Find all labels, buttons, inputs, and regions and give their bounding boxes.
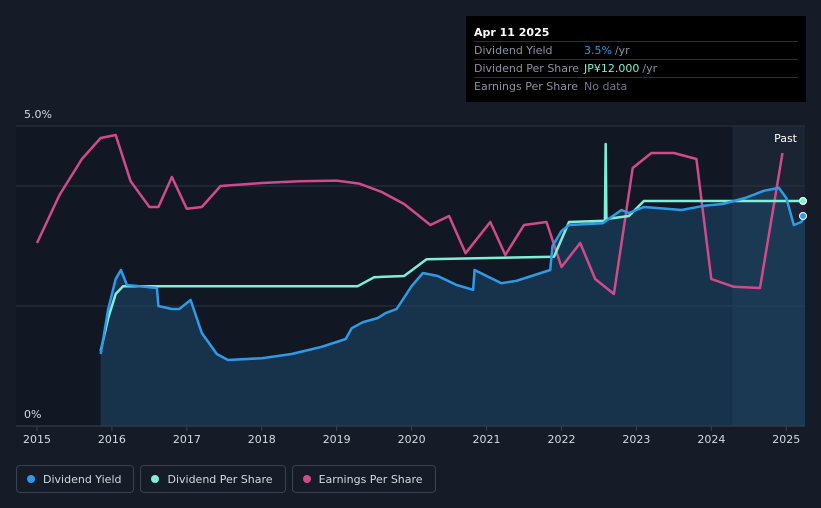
legend-dot — [27, 475, 35, 483]
tooltip-unit: /yr — [642, 62, 658, 75]
x-tick-label: 2025 — [772, 433, 800, 446]
x-tick-label: 2015 — [23, 433, 51, 446]
x-tick-label: 2016 — [98, 433, 126, 446]
legend-item-earnings-per-share[interactable]: Earnings Per Share — [291, 465, 436, 493]
legend-dot — [302, 475, 311, 483]
legend-label: Dividend Yield — [43, 472, 122, 486]
dividend-per-share-end-point — [799, 197, 807, 205]
legend-label: Earnings Per Share — [318, 472, 423, 486]
past-label: Past — [774, 132, 798, 145]
tooltip: Apr 11 2025 Dividend Yield 3.5% /yr Divi… — [466, 16, 806, 102]
x-tick-label: 2021 — [473, 433, 501, 446]
x-tick-label: 2019 — [323, 433, 351, 446]
x-tick-label: 2022 — [547, 433, 575, 446]
tooltip-unit: /yr — [614, 44, 630, 57]
dividend-yield-end-point — [799, 212, 807, 220]
tooltip-value: 3.5% — [584, 44, 612, 57]
dividend-yield-line — [99, 186, 807, 362]
series-lines — [35, 133, 807, 362]
tooltip-date: Apr 11 2025 — [474, 26, 550, 39]
tooltip-label: Earnings Per Share — [474, 80, 579, 93]
x-tick-label: 2024 — [697, 433, 725, 446]
tooltip-row-dividend-yield: Dividend Yield 3.5% /yr — [474, 41, 798, 59]
legend-dot — [151, 475, 160, 483]
x-tick-label: 2023 — [622, 433, 650, 446]
legend-item-dividend-per-share[interactable]: Dividend Per Share — [140, 465, 286, 493]
dividend-per-share-line — [99, 142, 805, 352]
earnings-per-share-line — [35, 133, 784, 296]
x-tick-label: 2020 — [398, 433, 426, 446]
tooltip-row-dividend-per-share: Dividend Per Share JP¥12.000 /yr — [474, 59, 798, 77]
tooltip-label: Dividend Yield — [474, 44, 553, 57]
legend: Dividend Yield Dividend Per Share Earnin… — [16, 465, 436, 493]
tooltip-value: No data — [584, 80, 628, 93]
y-axis-top-label: 5.0% — [24, 108, 52, 121]
y-axis-bottom-label: 0% — [24, 408, 41, 421]
x-axis-ticks: 2015 2016 2017 2018 2019 2020 2021 2022 2023 2024… — [23, 426, 800, 446]
legend-item-dividend-yield[interactable]: Dividend Yield — [16, 465, 135, 493]
dividend-yield-area — [100, 187, 805, 426]
end-markers — [799, 197, 807, 220]
x-tick-label: 2017 — [173, 433, 201, 446]
legend-label: Dividend Per Share — [167, 472, 273, 486]
x-tick-label: 2018 — [248, 433, 276, 446]
tooltip-row-earnings-per-share: Earnings Per Share No data — [474, 77, 798, 95]
tooltip-value: JP¥12.000 — [584, 62, 640, 75]
area-fills — [100, 187, 805, 426]
tooltip-label: Dividend Per Share — [474, 62, 580, 75]
